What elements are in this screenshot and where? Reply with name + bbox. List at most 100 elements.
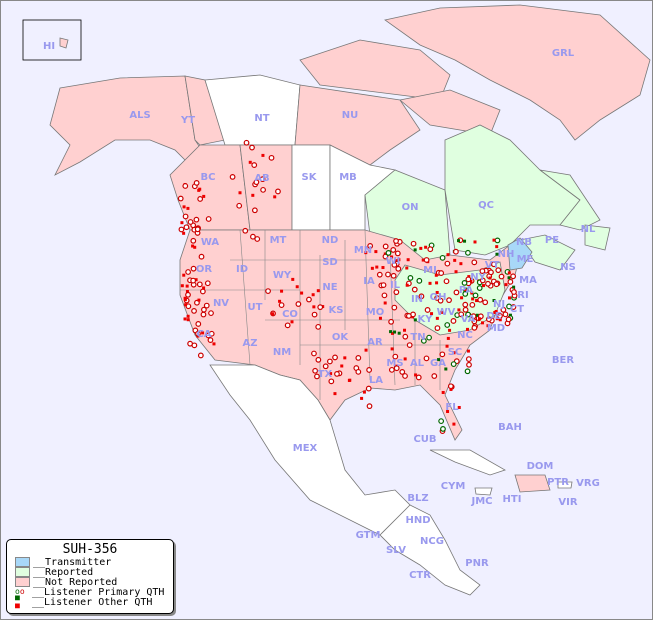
- listener-primary-qth-marker: [469, 301, 476, 308]
- region-greenland: [384, 4, 651, 141]
- listener-other-qth-marker: [405, 283, 409, 287]
- listener-primary-qth-marker: [426, 334, 432, 341]
- listener-primary-qth-marker: [334, 371, 340, 377]
- listener-other-qth-marker: [393, 330, 397, 334]
- listener-other-qth-marker: [186, 206, 190, 210]
- region-label-ar: AR: [367, 337, 383, 348]
- listener-other-qth-marker: [390, 347, 394, 351]
- listener-primary-qth-marker: [418, 293, 425, 300]
- transmitter-swatch-icon: [15, 557, 30, 567]
- listener-primary-qth-marker: [193, 179, 200, 186]
- listener-other-qth-marker: [446, 253, 450, 257]
- listener-primary-qth-marker: [407, 275, 414, 281]
- region-label-wy: WY: [273, 270, 292, 281]
- listener-other-qth-marker: [182, 273, 186, 277]
- listener-other-qth-marker: [446, 410, 450, 414]
- listener-primary-qth-marker: [187, 219, 194, 225]
- listener-other-qth-marker: [180, 221, 184, 225]
- region-label-nu: NU: [342, 110, 359, 121]
- region-label-als: ALS: [129, 110, 150, 121]
- listener-primary-qth-marker: [265, 288, 271, 295]
- listener-primary-qth-marker: [505, 316, 512, 323]
- listener-other-qth-marker: [457, 405, 461, 409]
- listener-other-qth-marker: [494, 309, 498, 313]
- listener-primary-qth-marker: [381, 292, 388, 299]
- listener-other-qth-marker: [459, 262, 463, 266]
- listener-other-qth-marker: [434, 273, 438, 277]
- listener-primary-qth-marker: [355, 368, 362, 375]
- listener-other-qth-marker: [406, 258, 410, 262]
- listener-other-qth-marker: [397, 258, 401, 262]
- listener-primary-qth-marker: [385, 250, 392, 256]
- listener-primary-qth-marker: [182, 183, 189, 189]
- listener-other-qth-marker: [430, 312, 434, 316]
- region-label-ia: IA: [363, 276, 375, 287]
- listener-other-qth-marker: [405, 266, 409, 270]
- listener-other-qth-marker: [362, 390, 366, 394]
- listener-other-qth-marker: [512, 285, 516, 289]
- listener-primary-qth-marker: [482, 299, 489, 306]
- listener-other-qth-marker: [460, 296, 464, 300]
- region-puerto-rico: [557, 481, 573, 489]
- legend-item-other-qth: ■ ■ __Listener Other QTH: [15, 594, 173, 610]
- listener-other-qth-marker: [419, 246, 423, 250]
- region-label-tx: TX: [318, 369, 333, 380]
- listener-primary-qth-marker: [388, 366, 395, 373]
- region-label-ncg: NCG: [420, 536, 444, 547]
- listener-other-qth-marker: [475, 313, 479, 317]
- legend-item-reported: __Reported: [15, 566, 173, 578]
- listener-primary-qth-marker: [385, 271, 391, 278]
- listener-primary-qth-marker: [465, 276, 472, 283]
- legend-title: SUH-356: [62, 542, 118, 557]
- listener-primary-qth-marker: [399, 369, 406, 375]
- listener-other-qth-marker: [389, 330, 393, 334]
- listener-other-qth-marker: [381, 266, 385, 270]
- listener-primary-qth-marker: [450, 361, 457, 368]
- listener-primary-qth-marker: [178, 226, 185, 233]
- region-mexico: [209, 364, 411, 536]
- listener-other-qth-marker: [507, 271, 511, 275]
- listener-primary-qth-marker: [450, 318, 457, 324]
- listener-other-qth-marker: [495, 245, 499, 249]
- listener-primary-qth-marker: [251, 162, 258, 168]
- listener-primary-qth-marker: [249, 144, 255, 151]
- listener-other-qth-marker: [495, 252, 499, 256]
- legend-label: __Reported: [33, 566, 94, 578]
- region-label-nj: NJ: [493, 299, 505, 310]
- listener-primary-qth-marker: [497, 312, 503, 319]
- listener-primary-qth-marker: [415, 374, 422, 381]
- region-label-vt: VT: [485, 260, 500, 271]
- listener-other-qth-marker: [452, 351, 456, 355]
- listener-other-qth-marker: [280, 289, 284, 293]
- listener-primary-qth-marker: [420, 337, 427, 344]
- legend-label: __Listener Primary QTH: [32, 586, 165, 598]
- listener-other-qth-marker: [300, 291, 304, 295]
- state-borders: [180, 229, 470, 400]
- region-label-bc: BC: [201, 172, 216, 183]
- region-label-fl: FL: [445, 402, 459, 413]
- listener-primary-qth-marker: [199, 288, 206, 295]
- listener-primary-qth-marker: [443, 278, 450, 285]
- listener-primary-qth-marker: [382, 243, 389, 250]
- region-label-cym: CYM: [441, 481, 466, 492]
- region-label-wv: WV: [437, 307, 456, 318]
- region-label-ab: AB: [254, 173, 269, 184]
- listener-other-qth-marker: [428, 281, 432, 285]
- region-yukon: [184, 75, 226, 146]
- listener-primary-qth-marker: [229, 174, 236, 180]
- listener-primary-qth-marker: [208, 310, 214, 317]
- listener-primary-qth-marker: [382, 253, 389, 260]
- listener-other-qth-marker: [185, 290, 189, 294]
- listener-primary-qth-marker: [207, 337, 214, 343]
- region-label-wi: WI: [386, 256, 401, 267]
- listener-other-qth-marker: [186, 314, 190, 318]
- listener-primary-qth-marker: [444, 322, 451, 328]
- listener-other-qth-marker: [340, 364, 344, 368]
- region-label-blz: BLZ: [407, 493, 428, 504]
- listener-primary-qth-marker: [306, 296, 312, 303]
- listener-other-qth-marker: [449, 387, 453, 391]
- listener-primary-qth-marker: [243, 139, 250, 146]
- listener-other-qth-marker: [197, 298, 201, 302]
- region-label-bah: BAH: [498, 422, 522, 433]
- listener-other-qth-marker: [364, 348, 368, 352]
